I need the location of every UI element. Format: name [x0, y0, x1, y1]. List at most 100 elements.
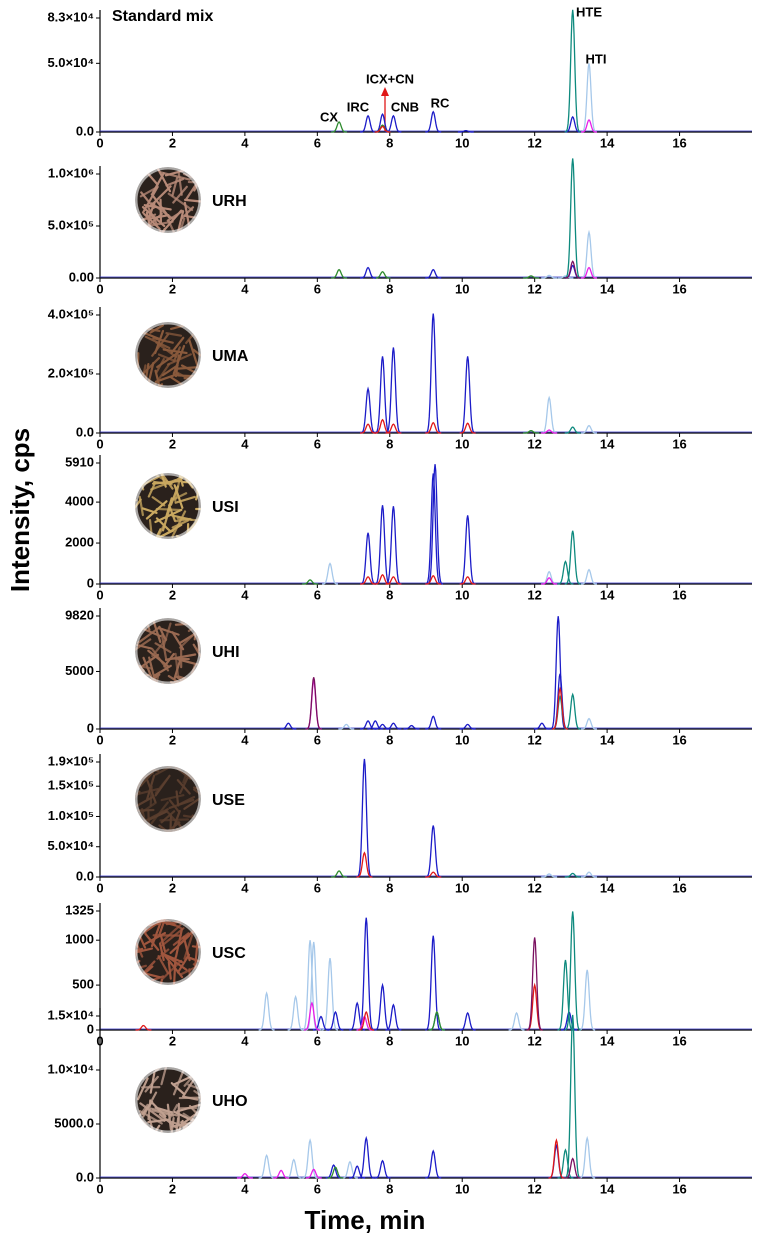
- sample-photo: [134, 765, 202, 833]
- photo-stick: [135, 766, 139, 789]
- peak: [581, 871, 597, 878]
- peak: [322, 562, 338, 585]
- peak: [581, 717, 597, 730]
- photo-stick: [154, 372, 180, 383]
- photo-stick: [163, 954, 184, 979]
- peak: [425, 715, 442, 730]
- peak: [302, 940, 319, 1031]
- photo-stick: [150, 479, 177, 491]
- photo-stick: [178, 1132, 200, 1133]
- photo-stick: [203, 471, 215, 483]
- photo-stick: [185, 978, 197, 985]
- peak: [541, 274, 558, 279]
- photo-stick: [151, 690, 166, 701]
- photo-content: [135, 766, 201, 832]
- photo-stick: [152, 337, 174, 344]
- peak: [425, 575, 442, 585]
- y-tick-label: 0.0: [76, 1169, 94, 1184]
- photo-stick: [192, 830, 201, 832]
- annotation: CNB: [391, 99, 419, 114]
- photo-stick: [144, 932, 160, 951]
- peak: [426, 464, 444, 585]
- photo-stick: [196, 1115, 201, 1132]
- photo-stick: [194, 1134, 216, 1146]
- photo-stick: [138, 495, 144, 517]
- photo-stick: [207, 195, 208, 224]
- photo-stick: [200, 1075, 201, 1096]
- x-axis-title: Time, min: [305, 1205, 426, 1235]
- y-tick-label: 5.0×10⁴: [47, 838, 94, 853]
- photo-stick: [185, 690, 193, 712]
- photo-stick: [151, 496, 166, 507]
- x-tick-label: 2: [169, 880, 176, 895]
- peak: [385, 1003, 402, 1031]
- photo-vignette: [134, 765, 202, 833]
- x-tick-label: 12: [527, 281, 541, 296]
- photo-stick: [199, 818, 201, 832]
- photo-stick: [200, 988, 205, 1011]
- photo-stick: [195, 1113, 201, 1132]
- photo-stick: [207, 676, 232, 692]
- peak: [285, 1158, 302, 1179]
- peak: [564, 911, 581, 1031]
- peak: [459, 576, 476, 585]
- peak: [564, 115, 581, 133]
- photo-stick: [174, 928, 183, 958]
- peak: [548, 1138, 565, 1179]
- peak: [360, 423, 377, 434]
- x-tick-label: 2: [169, 281, 176, 296]
- photo-stick: [187, 180, 201, 184]
- photo-stick: [135, 959, 141, 980]
- photo-stick: [174, 517, 192, 523]
- x-tick-label: 16: [672, 135, 686, 150]
- peak: [360, 386, 377, 434]
- photo-stick: [150, 919, 164, 948]
- peak: [258, 1153, 275, 1179]
- x-tick-label: 4: [241, 281, 249, 296]
- y-tick-label: 8.3×10⁴: [47, 9, 94, 24]
- photo-stick: [173, 1110, 195, 1122]
- photo-stick: [118, 1139, 135, 1154]
- photo-stick: [157, 353, 175, 362]
- x-tick-label: 6: [314, 135, 321, 150]
- peak: [236, 1172, 253, 1179]
- photo-stick: [157, 955, 170, 975]
- photo-stick: [135, 823, 138, 832]
- peak: [305, 680, 322, 730]
- peak: [135, 1024, 152, 1031]
- x-tick-label: 0: [96, 880, 103, 895]
- y-tick-label: 5.0×10⁴: [47, 55, 94, 70]
- photo-stick: [135, 473, 146, 479]
- photo-stick: [154, 369, 162, 388]
- x-tick-label: 12: [527, 587, 541, 602]
- peak: [425, 935, 442, 1031]
- y-tick-label: 1000: [65, 932, 94, 947]
- peak: [374, 112, 391, 133]
- photo-stick: [195, 370, 201, 388]
- x-tick-label: 16: [672, 281, 686, 296]
- x-tick-label: 14: [600, 880, 615, 895]
- photo-stick: [190, 1117, 201, 1133]
- x-tick-label: 16: [672, 1033, 686, 1048]
- x-tick-label: 8: [386, 880, 393, 895]
- x-tick-label: 4: [241, 135, 249, 150]
- peak: [349, 1165, 366, 1179]
- photo-stick: [135, 369, 142, 388]
- x-tick-label: 16: [672, 1181, 686, 1196]
- photo-stick: [172, 346, 181, 363]
- y-tick-label: 0.0: [76, 123, 94, 138]
- photo-stick: [186, 523, 190, 539]
- y-tick-label: 5910: [65, 454, 94, 469]
- peak: [327, 1010, 344, 1031]
- peak: [374, 356, 391, 434]
- photo-stick: [135, 829, 142, 832]
- x-tick-label: 14: [600, 1033, 615, 1048]
- peak: [374, 1159, 391, 1179]
- photo-stick: [158, 625, 167, 642]
- peak: [425, 473, 442, 585]
- peak: [564, 158, 581, 279]
- peak: [374, 505, 391, 585]
- photo-stick: [112, 329, 131, 347]
- photo-stick: [175, 391, 183, 403]
- x-tick-label: 2: [169, 1181, 176, 1196]
